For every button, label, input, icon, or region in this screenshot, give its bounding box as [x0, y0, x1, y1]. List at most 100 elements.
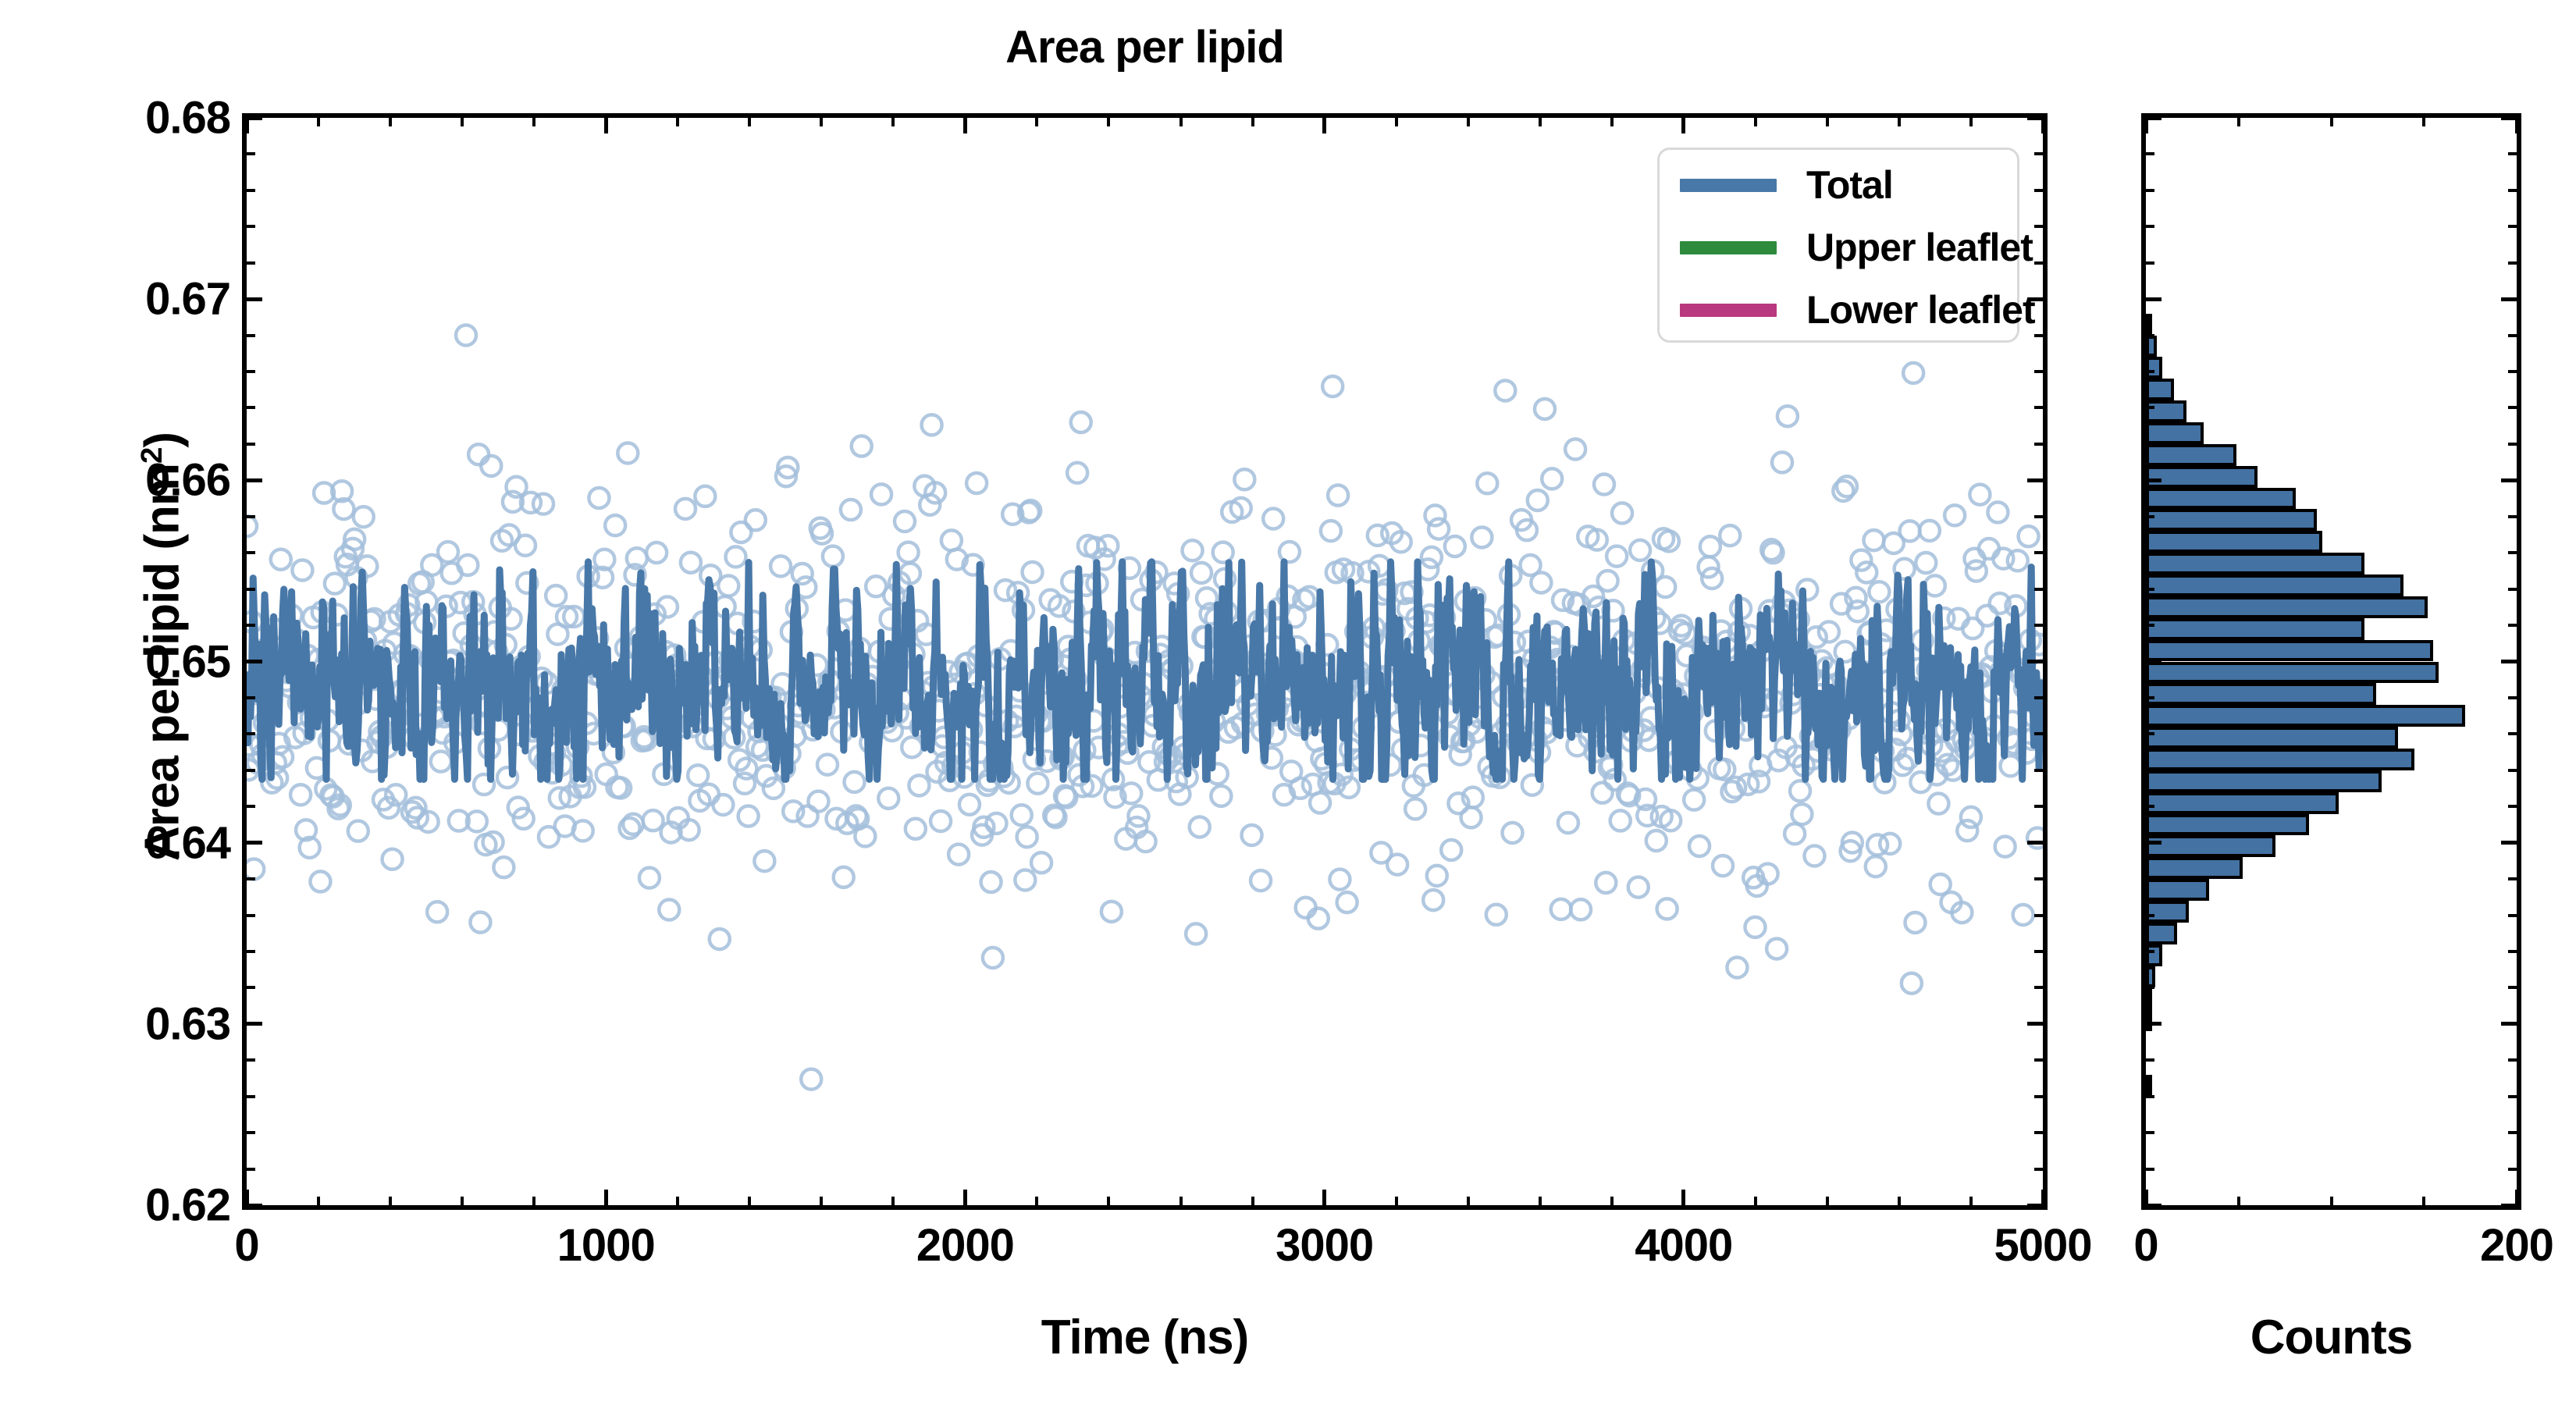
histogram-bar	[2146, 661, 2439, 684]
histogram-bar	[2146, 770, 2382, 792]
axis-tick	[1681, 1190, 1686, 1207]
axis-tick	[245, 913, 255, 917]
axis-tick	[2144, 986, 2154, 990]
axis-tick	[245, 297, 262, 301]
axis-tick	[2034, 587, 2044, 591]
axis-tick	[2034, 1094, 2044, 1098]
axis-tick	[2034, 624, 2044, 628]
axis-tick	[2144, 297, 2161, 301]
axis-tick	[2508, 1131, 2518, 1135]
axis-tick	[2144, 333, 2154, 337]
axis-tick	[245, 152, 255, 156]
axis-tick	[244, 116, 249, 133]
axis-tick	[245, 587, 255, 591]
axis-tick	[245, 478, 262, 482]
axis-tick	[2508, 225, 2518, 229]
histogram-bar	[2146, 727, 2398, 749]
axis-tick	[2144, 732, 2154, 736]
axis-tick	[2144, 913, 2154, 917]
axis-tick	[2508, 551, 2518, 555]
main-x-axis-label: Time (ns)	[1041, 1311, 1249, 1364]
axis-tick	[2514, 116, 2519, 133]
axis-tick	[2508, 805, 2518, 809]
axis-tick	[2034, 188, 2044, 192]
axis-tick	[2144, 370, 2154, 374]
axis-tick	[603, 1190, 608, 1207]
axis-tick	[2144, 261, 2154, 265]
axis-tick	[2144, 442, 2154, 446]
y-axis-label-text: Area per lipid (nm	[135, 463, 190, 862]
main-ytick-label: 0.68	[145, 92, 231, 144]
axis-tick	[2508, 442, 2518, 446]
axis-tick	[2041, 116, 2045, 133]
axis-tick	[603, 116, 608, 133]
axis-tick	[2508, 333, 2518, 337]
main-ytick-label: 0.65	[145, 636, 231, 687]
axis-tick	[1466, 116, 1470, 126]
axis-tick	[2027, 841, 2044, 845]
axis-tick	[2236, 116, 2240, 126]
legend-item-lower-leaflet[interactable]: Lower leaflet	[1680, 286, 2036, 334]
legend-label-lower-leaflet: Lower leaflet	[1806, 288, 2036, 332]
axis-tick	[2027, 297, 2044, 301]
legend-label-total: Total	[1806, 163, 1894, 207]
axis-tick	[245, 805, 255, 809]
y-axis-label-tail: )	[135, 432, 190, 448]
main-plot-axes: Total Upper leaflet Lower leaflet	[242, 113, 2048, 1210]
axis-tick	[1251, 116, 1254, 126]
axis-tick	[2144, 1131, 2154, 1135]
axis-tick	[2034, 1058, 2044, 1062]
axis-tick	[2508, 152, 2518, 156]
axis-tick	[532, 116, 536, 126]
axis-tick	[2508, 768, 2518, 772]
axis-tick	[1825, 116, 1829, 126]
axis-tick	[245, 1167, 255, 1171]
axis-tick	[2508, 261, 2518, 265]
main-ytick-label: 0.62	[145, 1179, 231, 1231]
axis-tick	[2508, 913, 2518, 917]
histogram-bar	[2146, 813, 2309, 836]
main-ytick-label: 0.64	[145, 817, 231, 869]
histogram-axes	[2141, 113, 2521, 1210]
axis-tick	[676, 1197, 680, 1207]
axis-tick	[1538, 1197, 1542, 1207]
main-y-axis-label: Area per lipid (nm2)	[135, 257, 190, 1037]
axis-tick	[1753, 116, 1757, 126]
histogram-bar	[2146, 574, 2404, 596]
axis-tick	[2501, 116, 2518, 120]
axis-tick	[2144, 116, 2148, 133]
axis-tick	[1897, 116, 1901, 126]
histogram-bar	[2146, 509, 2317, 532]
legend-item-upper-leaflet[interactable]: Upper leaflet	[1680, 223, 2033, 272]
axis-tick	[2329, 1197, 2333, 1207]
axis-tick	[2034, 514, 2044, 518]
axis-tick	[2501, 297, 2518, 301]
axis-tick	[891, 1197, 895, 1207]
main-xtick-label: 5000	[1994, 1220, 2092, 1271]
plot-legend[interactable]: Total Upper leaflet Lower leaflet	[1657, 148, 2036, 343]
axis-tick	[962, 116, 967, 133]
scatter-and-line-svg	[247, 323, 2043, 1091]
running-average-line	[247, 558, 2043, 783]
axis-tick	[1825, 1197, 1829, 1207]
axis-tick	[532, 1197, 536, 1207]
axis-tick	[2144, 624, 2154, 628]
legend-item-total[interactable]: Total	[1680, 161, 2008, 209]
legend-label-upper-leaflet: Upper leaflet	[1806, 226, 2033, 269]
axis-tick	[245, 225, 255, 229]
axis-tick	[2508, 877, 2518, 881]
histogram-bar	[2146, 944, 2163, 966]
axis-tick	[2144, 841, 2161, 845]
axis-tick	[2508, 1094, 2518, 1098]
axis-tick	[245, 732, 255, 736]
axis-tick	[2034, 732, 2044, 736]
axis-tick	[2034, 1131, 2044, 1135]
axis-tick	[1107, 1197, 1111, 1207]
axis-tick	[2508, 406, 2518, 410]
histogram-x-axis-label: Counts	[2250, 1311, 2414, 1364]
axis-tick	[2501, 1203, 2518, 1208]
axis-tick	[1969, 116, 1973, 126]
axis-tick	[962, 1190, 967, 1207]
axis-tick	[2034, 152, 2044, 156]
histogram-bar	[2146, 966, 2155, 988]
